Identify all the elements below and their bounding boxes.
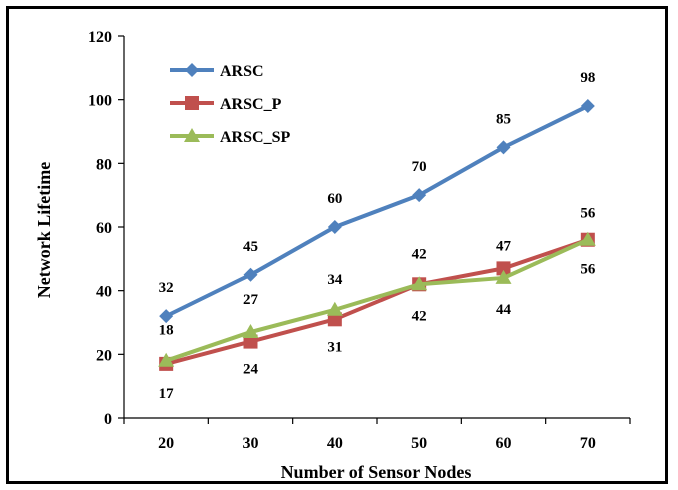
data-point [327,220,342,234]
y-tick-label: 0 [104,411,112,428]
x-tick-label: 40 [327,435,343,452]
series-arsc-sp [158,231,596,367]
legend-item: ARSC_P [170,96,282,113]
series-line [165,237,589,363]
data-label: 85 [496,111,511,127]
data-point [326,301,343,316]
axes: 0 20 40 60 80 100 120 20 30 40 50 60 70 [88,29,631,452]
data-labels: 32 45 60 70 85 98 17 24 31 42 47 56 18 27 34 42 44 56 [159,70,596,402]
series-arsc-p [159,232,595,371]
y-tick-label: 80 [96,156,112,173]
x-tick-label: 50 [411,435,427,452]
legend-label: ARSC [220,63,264,80]
data-label: 31 [327,339,342,355]
data-label: 42 [412,308,427,324]
data-point [159,309,174,324]
y-tick-label: 20 [96,347,112,364]
series-line [165,104,589,318]
x-tick-label: 60 [496,435,512,452]
legend-item: ARSC [170,63,264,80]
data-point [495,269,512,284]
legend-label: ARSC_SP [220,129,290,146]
legend-label: ARSC_P [220,96,282,113]
data-point [158,352,175,367]
data-point [412,188,427,203]
legend-item: ARSC_SP [170,128,290,146]
data-label: 98 [580,70,595,86]
series-line [165,237,589,366]
data-point [580,99,595,114]
x-tick-label: 70 [580,435,596,452]
data-label: 56 [580,206,596,222]
data-point [243,334,258,349]
data-point [496,261,511,276]
data-point [243,267,258,282]
y-tick-label: 40 [96,284,112,301]
data-label: 44 [496,302,512,318]
y-tick-label: 100 [88,93,112,110]
data-point [185,96,199,110]
x-tick-label: 30 [243,435,259,452]
data-label: 56 [580,262,596,278]
data-label: 42 [412,246,427,262]
data-point [184,128,200,142]
data-point [411,276,428,291]
chart-frame [6,6,668,484]
data-point [579,231,596,246]
data-point [496,140,511,155]
data-label: 18 [159,323,174,339]
data-label: 24 [243,362,259,378]
data-label: 27 [243,292,259,308]
y-axis-title: Network Lifetime [34,162,54,298]
y-tick-label: 60 [96,220,112,237]
data-label: 47 [496,238,512,254]
data-point [327,312,342,327]
data-label: 70 [412,159,427,175]
data-label: 34 [327,272,343,288]
legend: ARSC ARSC_P ARSC_SP [170,63,290,146]
series-layer [158,99,596,371]
data-point [242,324,259,339]
data-point [185,63,199,77]
x-tick-label: 20 [158,435,174,452]
y-tick-label: 120 [88,29,112,46]
x-axis-title: Number of Sensor Nodes [281,462,472,482]
series-arsc [159,99,595,324]
data-label: 17 [159,386,175,402]
data-label: 32 [159,280,174,296]
data-label: 45 [243,239,258,255]
data-label: 60 [327,191,342,207]
